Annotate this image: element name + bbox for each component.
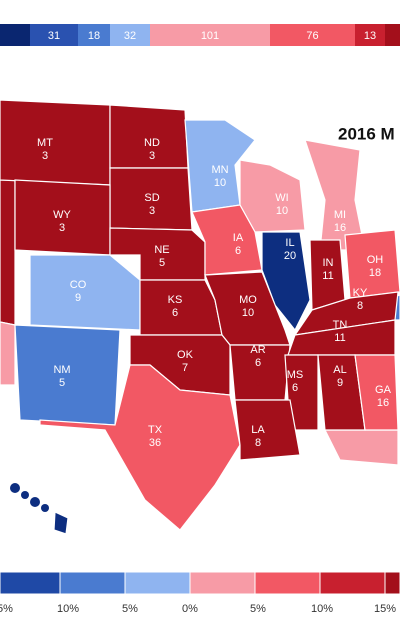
state-abbr: MT: [37, 137, 53, 149]
state-abbr: TX: [148, 424, 163, 436]
state-votes: 11: [322, 270, 333, 282]
state-shape: [0, 321, 16, 386]
island: [30, 497, 40, 507]
state-abbr: MN: [211, 164, 228, 176]
state-votes: 5: [59, 377, 65, 389]
state-abbr: OH: [367, 254, 384, 266]
state-votes: 6: [292, 382, 298, 394]
state-shape: [293, 291, 399, 336]
island: [10, 483, 20, 493]
state-votes: 10: [242, 307, 254, 319]
state-abbr: AL: [333, 364, 346, 376]
state-votes: 3: [149, 205, 155, 217]
state-votes: 9: [337, 377, 343, 389]
bar-count: 18: [88, 30, 100, 42]
bar-count: 31: [48, 30, 60, 42]
legend-label: 0%: [182, 603, 198, 615]
state-shape: [261, 231, 311, 332]
state-abbr: GA: [375, 384, 392, 396]
bar-segment: [355, 24, 385, 46]
state-abbr: NM: [53, 364, 70, 376]
state-votes: 3: [42, 150, 48, 162]
state-shape: [234, 399, 301, 461]
island: [41, 504, 49, 512]
island: [21, 491, 29, 499]
legend-label: 15%: [374, 603, 396, 615]
state-shape: [53, 511, 69, 535]
state-votes: 16: [334, 222, 346, 234]
state-votes: 11: [334, 332, 345, 344]
state-votes: 6: [172, 307, 178, 319]
bar-count: 76: [306, 30, 318, 42]
legend-label: 5%: [250, 603, 266, 615]
bar-segment: [385, 24, 400, 46]
state-abbr: ND: [144, 137, 160, 149]
state-votes: 36: [149, 437, 161, 449]
state-votes: 10: [276, 205, 288, 217]
state-abbr: IL: [285, 237, 294, 249]
state-votes: 10: [214, 177, 226, 189]
legend-swatch: [189, 571, 256, 595]
state-votes: 7: [182, 362, 188, 374]
state-abbr: WY: [53, 209, 71, 221]
legend-swatch: [254, 571, 321, 595]
bar-segment: [78, 24, 110, 46]
state-abbr: MO: [239, 294, 257, 306]
state-votes: 18: [369, 267, 381, 279]
state-votes: 16: [377, 397, 389, 409]
state-votes: 20: [284, 250, 296, 262]
state-abbr: AR: [250, 344, 265, 356]
state-shape: [324, 429, 399, 466]
legend-swatch: [124, 571, 191, 595]
bar-count: 13: [364, 30, 376, 42]
bar-segment: [270, 24, 355, 46]
legend-swatch: [319, 571, 386, 595]
state-abbr: OK: [177, 349, 194, 361]
bar-segment: [0, 24, 30, 46]
state-votes: 8: [255, 437, 261, 449]
state-shape: [239, 159, 306, 233]
legend-swatch: [0, 571, 61, 595]
state-votes: 9: [75, 292, 81, 304]
bar-segment: [110, 24, 150, 46]
bar-count: 101: [201, 30, 219, 42]
state-shape: [354, 354, 399, 431]
map-title: 2016 M: [338, 124, 395, 143]
state-abbr: CO: [70, 279, 87, 291]
state-shape: [0, 99, 111, 186]
state-shape: [29, 254, 141, 331]
state-votes: 6: [235, 245, 241, 257]
state-shape: [344, 229, 400, 299]
legend-label: 5%: [0, 603, 13, 615]
state-votes: 8: [357, 300, 363, 312]
legend-label: 10%: [57, 603, 79, 615]
state-votes: 3: [33, 522, 39, 534]
state-abbr: KY: [353, 287, 368, 299]
state-votes: 6: [255, 357, 261, 369]
legend-swatch: [384, 571, 400, 595]
state-abbr: LA: [251, 424, 265, 436]
bar-count: 32: [124, 30, 136, 42]
state-abbr: SD: [144, 192, 159, 204]
state-abbr: HI: [31, 509, 42, 521]
bar-segment: [150, 24, 270, 46]
state-abbr: MS: [287, 369, 304, 381]
state-votes: 3: [149, 150, 155, 162]
state-abbr: WI: [275, 192, 288, 204]
state-abbr: MI: [334, 209, 346, 221]
legend-label: 5%: [122, 603, 138, 615]
state-abbr: KS: [168, 294, 183, 306]
state-abbr: NE: [154, 244, 169, 256]
state-abbr: TN: [333, 319, 348, 331]
legend-swatch: [59, 571, 126, 595]
legend-label: 10%: [311, 603, 333, 615]
state-shape: [39, 364, 241, 531]
state-abbr: IA: [233, 232, 244, 244]
bar-segment: [30, 24, 78, 46]
state-votes: 3: [59, 222, 65, 234]
state-abbr: IN: [323, 257, 334, 269]
state-shape: [0, 179, 16, 326]
state-votes: 5: [159, 257, 165, 269]
